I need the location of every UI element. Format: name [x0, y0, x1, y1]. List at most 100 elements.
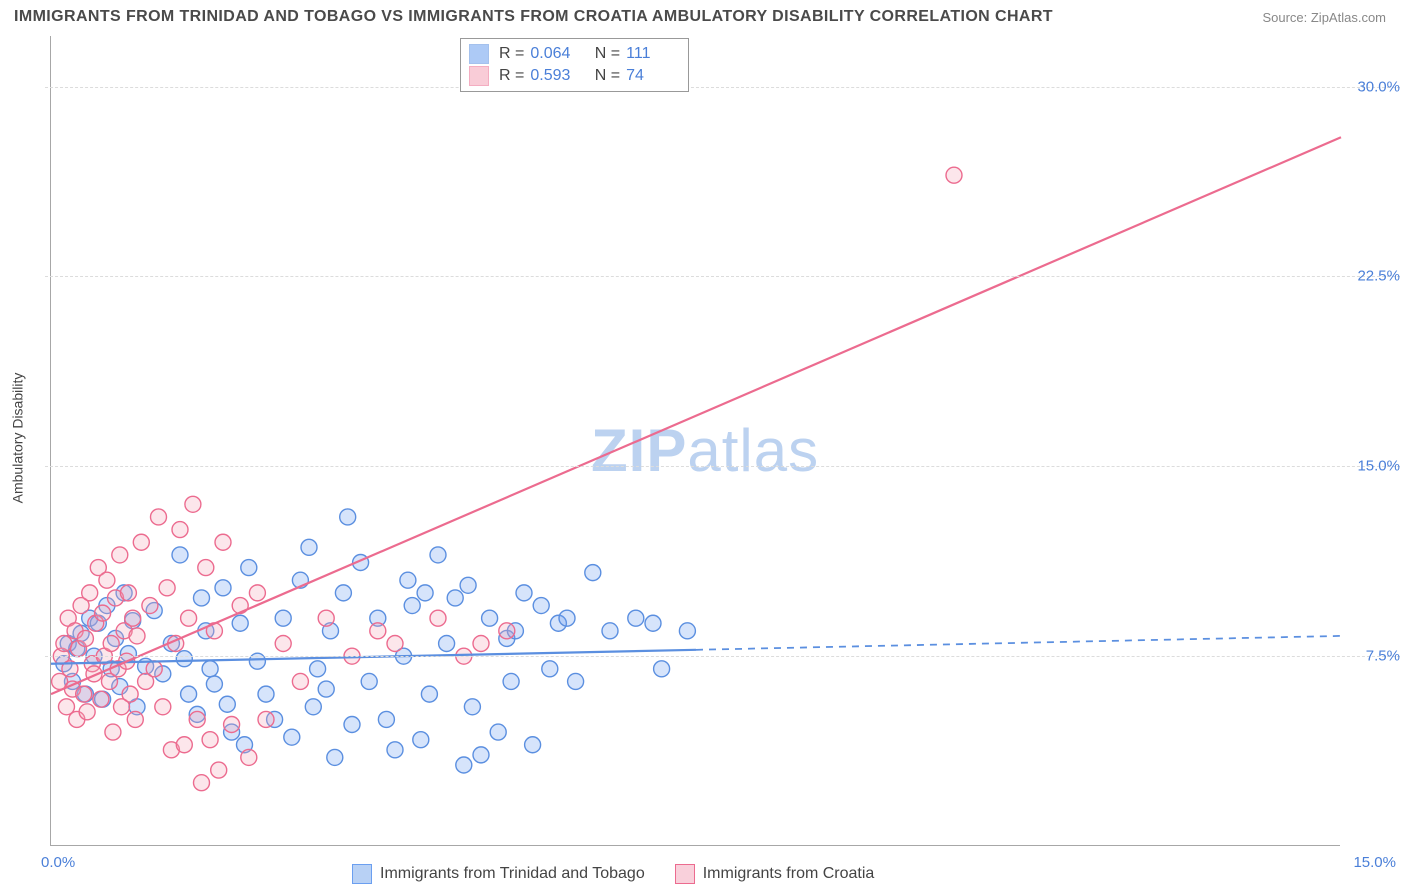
data-point — [301, 539, 317, 555]
r-label: R = — [499, 45, 524, 63]
data-point — [95, 605, 111, 621]
data-point — [194, 590, 210, 606]
data-point — [533, 598, 549, 614]
data-point — [219, 696, 235, 712]
data-point — [482, 610, 498, 626]
gridline — [45, 466, 1400, 467]
data-point — [284, 729, 300, 745]
data-point — [378, 711, 394, 727]
data-point — [93, 691, 109, 707]
correlation-row: R =0.064 N =111 — [469, 43, 676, 65]
legend-swatch — [469, 44, 489, 64]
data-point — [125, 610, 141, 626]
data-point — [176, 651, 192, 667]
y-tick-label: 15.0% — [1357, 458, 1400, 475]
data-point — [387, 636, 403, 652]
data-point — [133, 534, 149, 550]
data-point — [503, 673, 519, 689]
data-point — [129, 628, 145, 644]
gridline — [45, 276, 1400, 277]
data-point — [206, 676, 222, 692]
legend-item: Immigrants from Trinidad and Tobago — [352, 864, 645, 884]
data-point — [340, 509, 356, 525]
data-point — [327, 749, 343, 765]
data-point — [159, 580, 175, 596]
data-point — [387, 742, 403, 758]
chart-title: IMMIGRANTS FROM TRINIDAD AND TOBAGO VS I… — [14, 8, 1053, 26]
data-point — [258, 686, 274, 702]
data-point — [142, 598, 158, 614]
data-point — [215, 580, 231, 596]
data-point — [645, 615, 661, 631]
n-label: N = — [590, 45, 620, 63]
data-point — [421, 686, 437, 702]
data-point — [464, 699, 480, 715]
trend-line — [51, 137, 1341, 694]
x-tick-min: 0.0% — [41, 854, 75, 871]
data-point — [542, 661, 558, 677]
data-point — [559, 610, 575, 626]
data-point — [103, 636, 119, 652]
data-point — [172, 547, 188, 563]
data-point — [473, 636, 489, 652]
trend-line-extrapolated — [696, 636, 1341, 650]
data-point — [456, 757, 472, 773]
data-point — [460, 577, 476, 593]
data-point — [585, 565, 601, 581]
data-point — [568, 673, 584, 689]
data-point — [82, 585, 98, 601]
data-point — [400, 572, 416, 588]
data-point — [413, 732, 429, 748]
data-point — [79, 704, 95, 720]
correlation-legend: R =0.064 N =111R =0.593 N =74 — [460, 38, 689, 92]
data-point — [241, 749, 257, 765]
legend-swatch — [469, 66, 489, 86]
plot-area: ZIPatlas 0.0% 15.0% 7.5%15.0%22.5%30.0% — [50, 36, 1340, 846]
data-point — [127, 711, 143, 727]
data-point — [202, 732, 218, 748]
data-point — [275, 636, 291, 652]
y-axis-label: Ambulatory Disability — [9, 373, 25, 504]
data-point — [258, 711, 274, 727]
legend-swatch — [675, 864, 695, 884]
data-point — [202, 661, 218, 677]
gridline — [45, 87, 1400, 88]
data-point — [473, 747, 489, 763]
data-point — [211, 762, 227, 778]
data-point — [310, 661, 326, 677]
data-point — [305, 699, 321, 715]
data-point — [490, 724, 506, 740]
source-attribution: Source: ZipAtlas.com — [1262, 10, 1386, 25]
data-point — [654, 661, 670, 677]
data-point — [146, 661, 162, 677]
data-point — [430, 547, 446, 563]
data-point — [370, 623, 386, 639]
data-point — [344, 717, 360, 733]
data-point — [946, 167, 962, 183]
y-tick-label: 7.5% — [1366, 648, 1400, 665]
n-value: 74 — [626, 67, 676, 85]
data-point — [249, 585, 265, 601]
correlation-row: R =0.593 N =74 — [469, 65, 676, 87]
data-point — [151, 509, 167, 525]
data-point — [516, 585, 532, 601]
data-point — [241, 560, 257, 576]
data-point — [447, 590, 463, 606]
data-point — [335, 585, 351, 601]
data-point — [172, 522, 188, 538]
data-point — [232, 615, 248, 631]
data-point — [181, 686, 197, 702]
data-point — [404, 598, 420, 614]
data-point — [417, 585, 433, 601]
data-point — [99, 572, 115, 588]
data-point — [122, 686, 138, 702]
data-point — [176, 737, 192, 753]
legend-item: Immigrants from Croatia — [675, 864, 875, 884]
data-point — [198, 560, 214, 576]
data-point — [194, 775, 210, 791]
data-point — [525, 737, 541, 753]
data-point — [679, 623, 695, 639]
data-point — [181, 610, 197, 626]
data-point — [275, 610, 291, 626]
gridline — [45, 656, 1400, 657]
